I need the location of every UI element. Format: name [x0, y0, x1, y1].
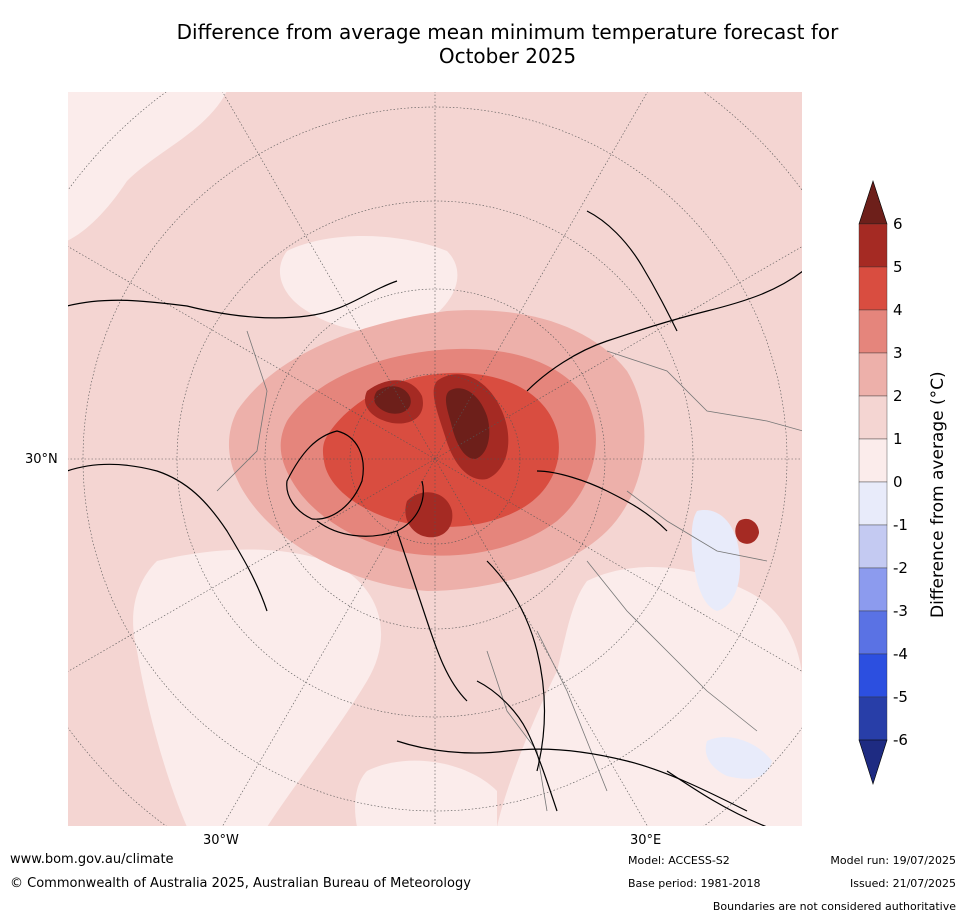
- colorbar-band: [858, 696, 888, 741]
- colorbar-tick-label: 1: [893, 430, 903, 448]
- footer-disclaimer: Boundaries are not considered authoritat…: [712, 900, 956, 913]
- country-boundaries: [216, 330, 803, 812]
- colorbar-band: [858, 223, 888, 268]
- forecast-map: [67, 91, 803, 827]
- lon-label-30e: 30°E: [630, 833, 662, 848]
- title-line-1: Difference from average mean minimum tem…: [176, 20, 839, 44]
- colorbar-band: [858, 567, 888, 612]
- colorbar-tick-label: -3: [893, 602, 908, 620]
- colorbar-title: Difference from average (°C): [928, 371, 948, 618]
- footer-base-period: Base period: 1981-2018: [628, 877, 761, 890]
- warm-spot-asia: [735, 518, 759, 544]
- colorbar-band: [858, 438, 888, 483]
- warm-core: [374, 386, 490, 459]
- footer-issued: Issued: 21/07/2025: [849, 877, 956, 890]
- lat-label-30n: 30°N: [25, 452, 58, 467]
- colorbar-extend-max: [858, 180, 888, 225]
- cool-patch-mideast: [705, 737, 772, 779]
- colorbar-tick-label: 3: [893, 344, 903, 362]
- colorbar-tick-label: -1: [893, 516, 908, 534]
- colorbar-band: [858, 610, 888, 655]
- light-region-africa-north: [355, 760, 497, 827]
- colorbar-tick-label: -6: [893, 731, 908, 749]
- footer-copyright: © Commonwealth of Australia 2025, Austra…: [10, 876, 471, 891]
- colorbar-tick-label: 6: [893, 215, 903, 233]
- footer-website[interactable]: www.bom.gov.au/climate: [10, 852, 174, 867]
- map-title: Difference from average mean minimum tem…: [60, 20, 955, 68]
- colorbar-tick-label: -4: [893, 645, 908, 663]
- coastlines: [67, 210, 803, 827]
- lon-label-30w: 30°W: [203, 833, 239, 848]
- colorbar-tick-label: -2: [893, 559, 908, 577]
- colorbar-tick-label: 2: [893, 387, 903, 405]
- colorbar-band: [858, 309, 888, 354]
- graticule: [67, 91, 803, 827]
- light-region-north-atlantic: [133, 549, 382, 827]
- colorbar-extend-min: [858, 739, 888, 785]
- colorbar-band: [858, 481, 888, 526]
- footer-model: Model: ACCESS-S2: [628, 854, 730, 867]
- light-region-pacific: [67, 91, 227, 241]
- colorbar-tick-label: -5: [893, 688, 908, 706]
- light-region-arctic: [279, 236, 458, 332]
- title-line-2: October 2025: [438, 44, 577, 68]
- footer-model-run: Model run: 19/07/2025: [830, 854, 956, 867]
- colorbar-bands: [858, 180, 888, 785]
- colorbar: [858, 180, 888, 785]
- colorbar-band: [858, 395, 888, 440]
- colorbar-tick-label: 5: [893, 258, 903, 276]
- colorbar-band: [858, 266, 888, 311]
- colorbar-band: [858, 653, 888, 698]
- colorbar-band: [858, 524, 888, 569]
- colorbar-tick-label: 0: [893, 473, 903, 491]
- colorbar-tick-label: 4: [893, 301, 903, 319]
- cool-patch-asia: [691, 510, 741, 611]
- colorbar-band: [858, 352, 888, 397]
